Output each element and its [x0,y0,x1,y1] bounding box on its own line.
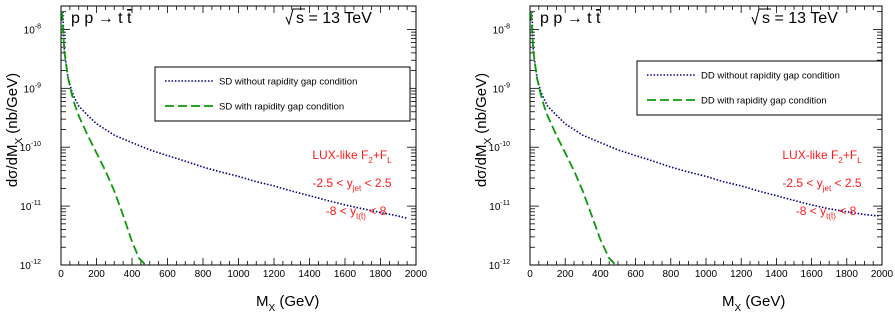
y-axis-label: dσ/dMX (nb/GeV) [4,73,25,187]
x-axis-label: MX (GeV) [256,293,319,314]
energy-label: s = 13 TeV [762,10,838,27]
annotation-structure-functions: LUX-like F2+FL [782,148,862,165]
y-tick-label: 10-9 [24,82,41,95]
x-tick-label: 1800 [836,269,859,280]
annotation-top-rapidity: -8 < yt(t̄) < 8 [326,204,387,221]
series-line-2 [530,11,619,266]
y-tick-label: 10-8 [493,23,510,36]
energy-label: s = 13 TeV [296,10,372,27]
legend-box [636,60,883,116]
y-tick-label: 10-12 [20,259,41,272]
x-tick-label: 2000 [871,269,894,280]
x-tick-label: 1400 [298,269,321,280]
legend: SD without rapidity gap condition SD with… [154,66,411,122]
x-tick-label: 0 [58,269,64,280]
x-tick-label: 1200 [263,269,286,280]
x-axis-label: MX (GeV) [722,293,785,314]
x-tick-label: 1200 [730,269,753,280]
x-tick-label: 1800 [369,269,392,280]
x-tick-label: 1600 [800,269,823,280]
y-tick-label: 10-9 [493,82,510,95]
x-tick-label: 2000 [405,269,428,280]
x-tick-label: 1600 [334,269,357,280]
sqrt-icon [751,8,771,26]
x-tick-label: 600 [159,269,176,280]
x-tick-label: 200 [88,269,105,280]
y-tick-label: 10-12 [489,259,510,272]
y-axis-label: dσ/dMX (nb/GeV) [473,73,494,187]
y-tick-label: 10-10 [489,141,510,154]
y-tick-label: 10-8 [24,23,41,36]
y-tick-label: 10-11 [20,200,41,213]
process-label: p p → t t [540,10,601,27]
legend-label-2: DD with rapidity gap condition [701,96,827,107]
annotation-jet-rapidity: -2.5 < yjet < 2.5 [312,176,391,193]
x-tick-label: 400 [592,269,609,280]
sqrt-icon [285,8,305,26]
x-tick-label: 1400 [765,269,788,280]
x-tick-label: 600 [627,269,644,280]
x-tick-label: 400 [124,269,141,280]
x-tick-label: 1000 [695,269,718,280]
annotation-jet-rapidity: -2.5 < yjet < 2.5 [782,176,861,193]
x-tick-label: 0 [527,269,533,280]
process-label: p p → t t [71,10,132,27]
x-tick-label: 800 [195,269,212,280]
x-tick-label: 1000 [227,269,250,280]
legend: DD without rapidity gap condition DD with… [636,60,883,116]
series-line-1 [531,11,879,217]
y-tick-label: 10-10 [20,141,41,154]
series-line-1 [62,11,408,220]
legend-label-2: SD with rapidity gap condition [219,102,344,113]
legend-label-1: SD without rapidity gap condition [219,77,357,88]
x-tick-label: 800 [662,269,679,280]
annotation-structure-functions: LUX-like F2+FL [312,148,392,165]
legend-box [154,66,411,122]
y-tick-label: 10-11 [489,200,510,213]
x-tick-label: 200 [557,269,574,280]
series-line-2 [61,11,149,266]
legend-label-1: DD without rapidity gap condition [701,71,840,82]
chart-panel-2: 0 200 400 600 800 1000 1200 1400 1600 1800 2000 10-… [473,5,894,314]
annotation-top-rapidity: -8 < yt(t̄) < 8 [796,204,857,221]
chart-panel-1: 0 200 400 600 800 1000 1200 1400 1600 1800 2000 10-… [4,5,428,314]
